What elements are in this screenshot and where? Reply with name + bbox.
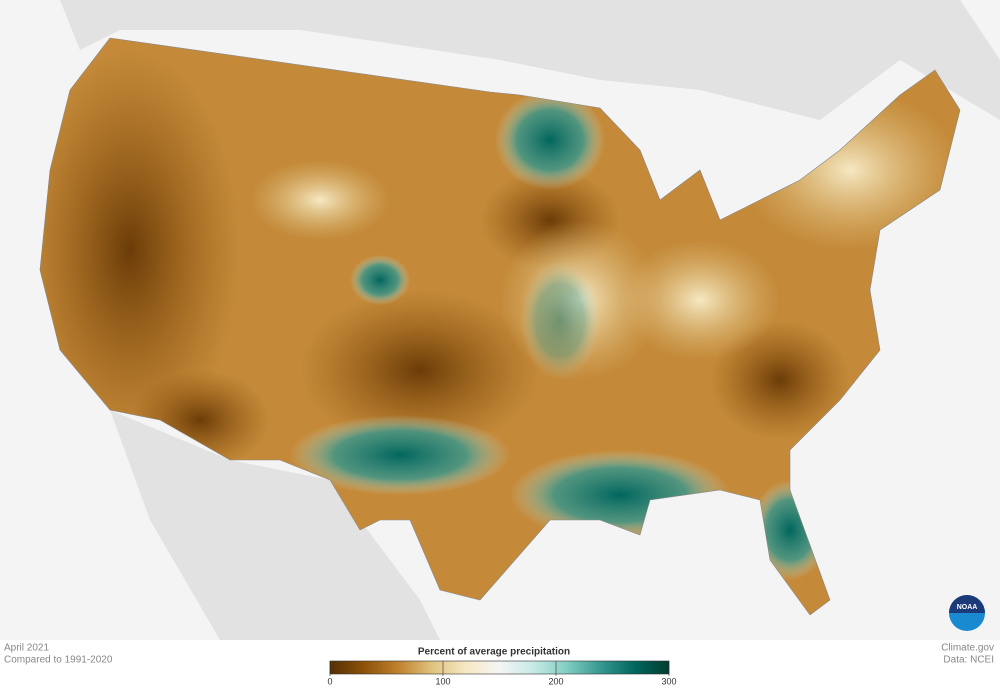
logo-text: NOAA xyxy=(957,604,978,611)
canada-land xyxy=(60,0,1000,120)
legend-title: Percent of average precipitation xyxy=(418,647,570,658)
source-credit: Data: NCEI xyxy=(943,655,994,666)
colorbar-tick-label: 200 xyxy=(548,676,563,686)
baseline: Compared to 1991-2020 xyxy=(4,655,113,666)
colorbar-tick-label: 100 xyxy=(435,676,450,686)
noaa-logo-top xyxy=(949,595,985,613)
mexico-land xyxy=(110,410,440,640)
period: April 2021 xyxy=(4,643,49,654)
colorbar-tick-label: 300 xyxy=(661,676,676,686)
site-credit: Climate.gov xyxy=(941,643,994,654)
colorbar-tick-label: 0 xyxy=(327,676,332,686)
us-outline xyxy=(39,37,961,616)
colorbar xyxy=(329,660,670,675)
